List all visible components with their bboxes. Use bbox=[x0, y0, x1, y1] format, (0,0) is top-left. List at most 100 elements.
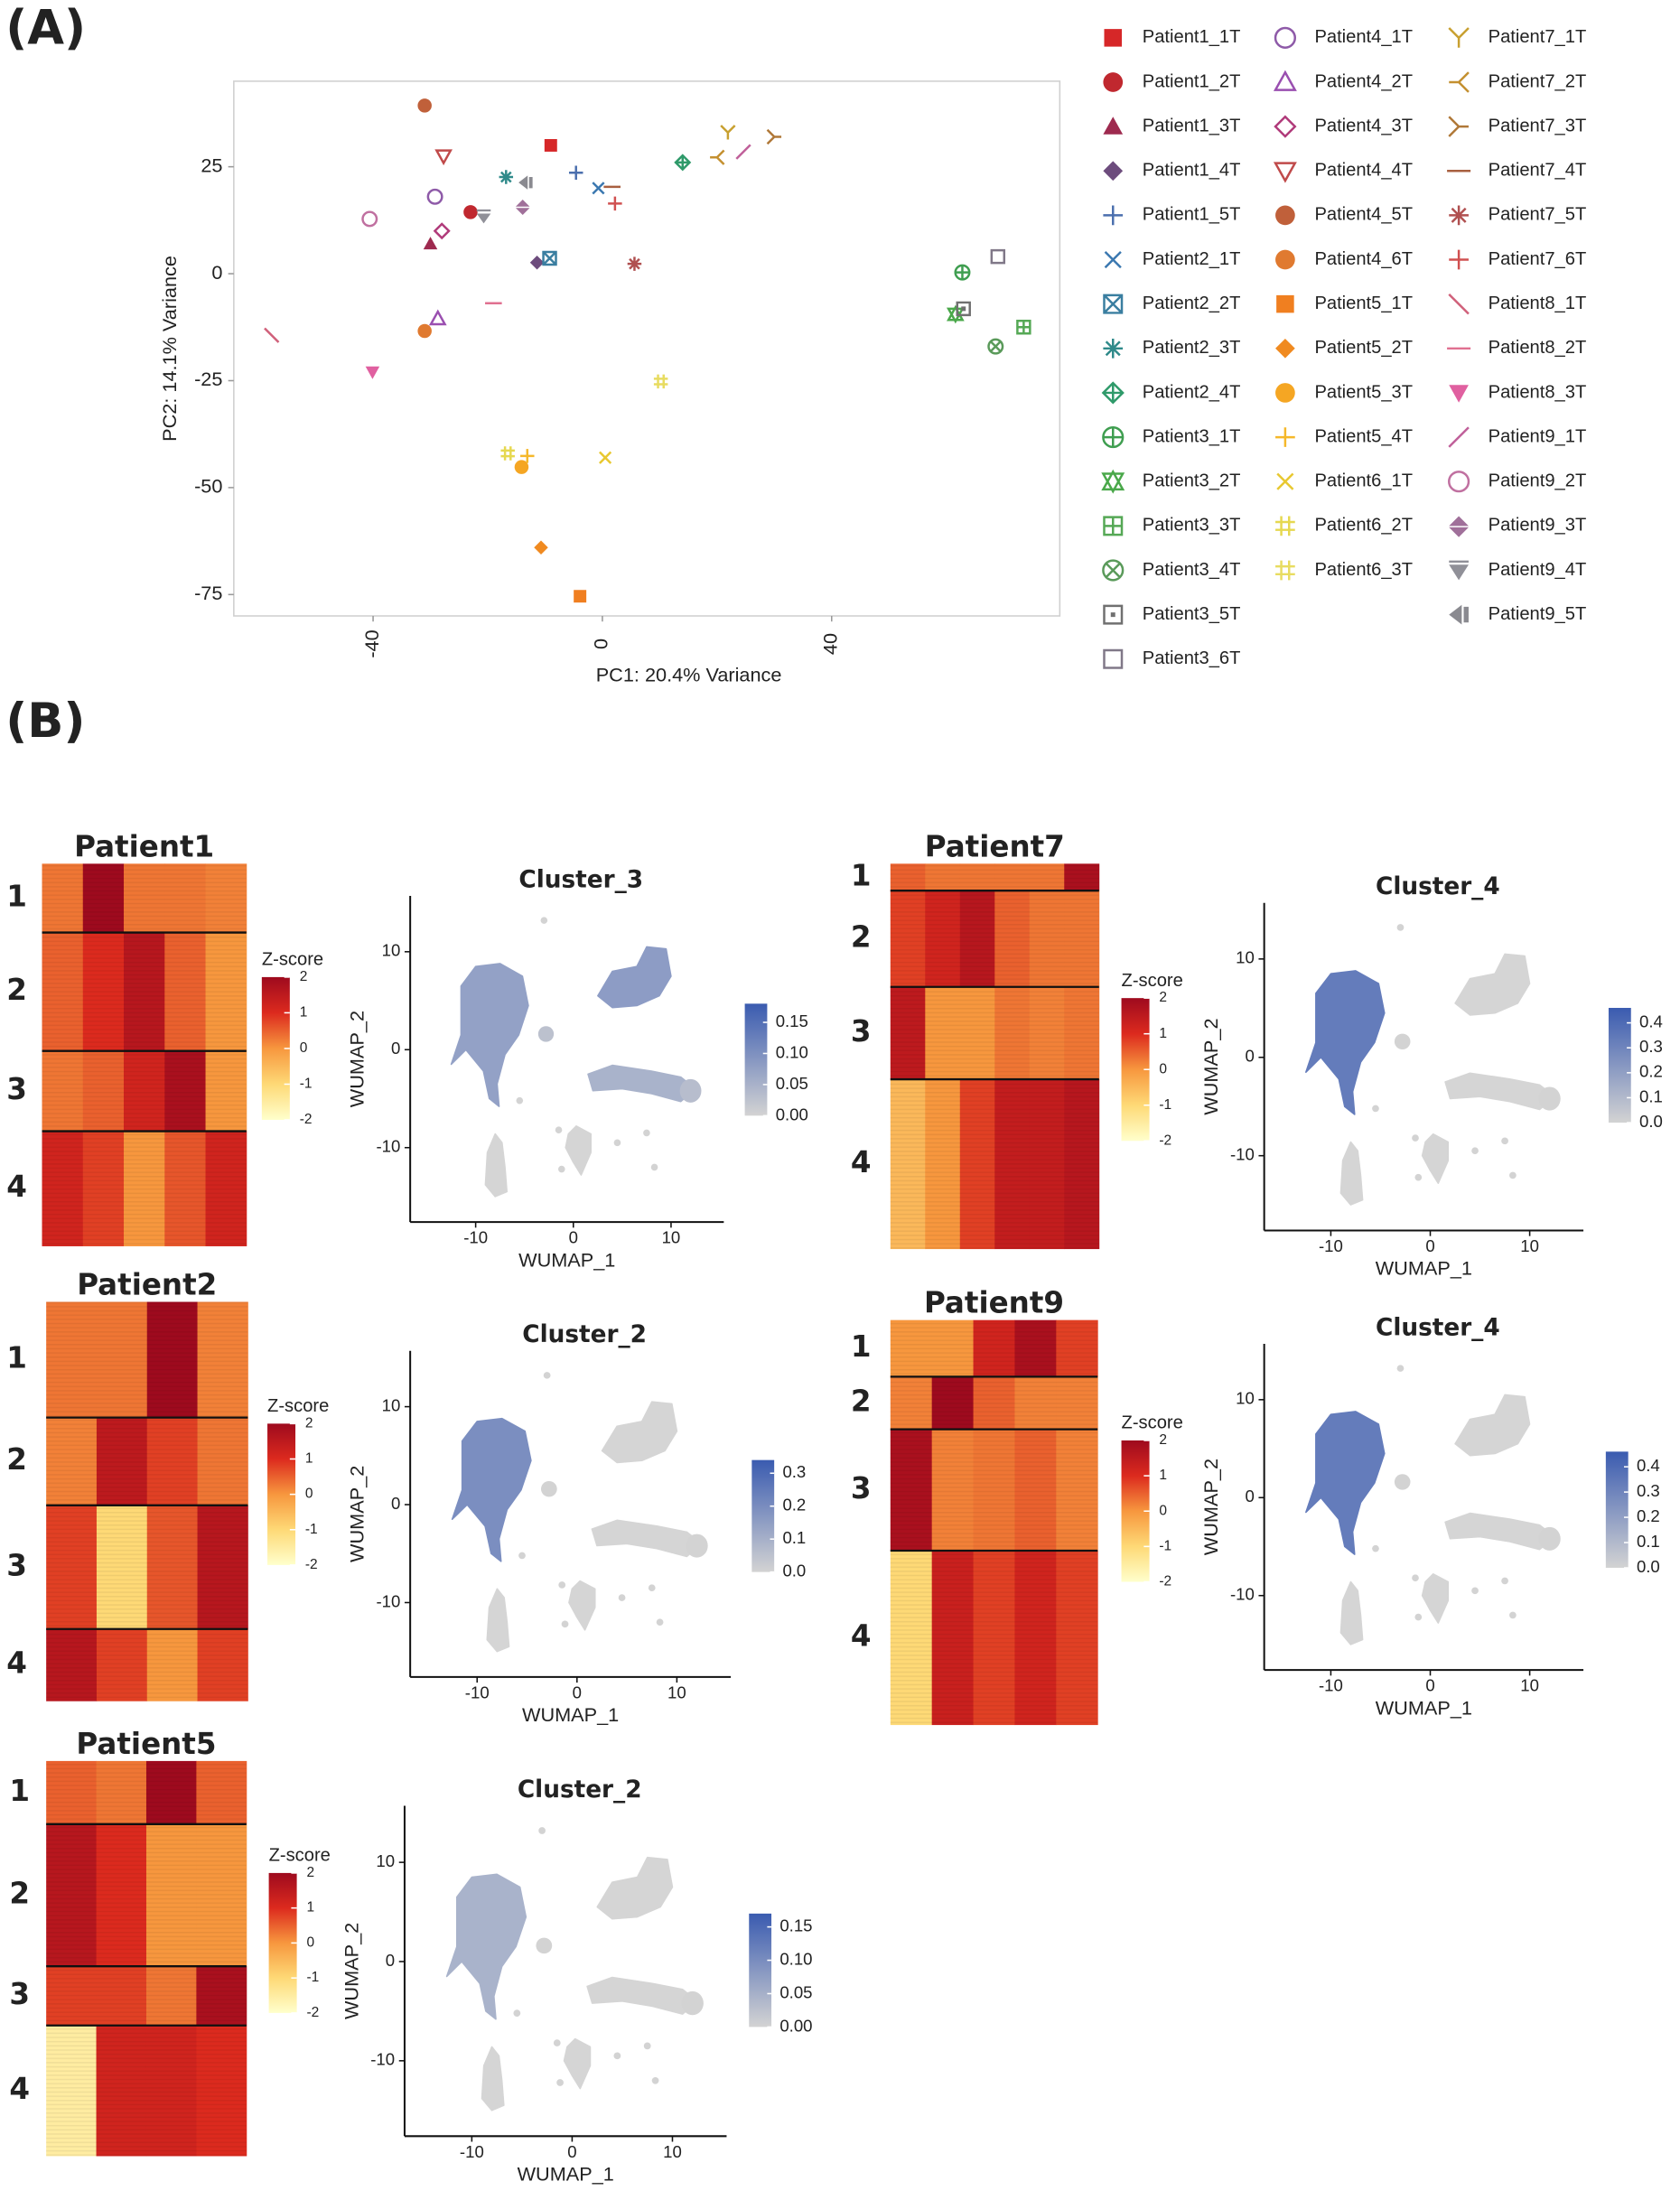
row-label: 4 bbox=[9, 2072, 30, 2106]
umap-title: Cluster_2 bbox=[518, 1776, 642, 1804]
x-axis-title: WUMAP_1 bbox=[518, 2162, 614, 2185]
legend-marker bbox=[1275, 338, 1295, 359]
cell-cluster bbox=[484, 1133, 509, 1198]
row-label: 1 bbox=[851, 1329, 872, 1364]
colorbar-tick-label: 0 bbox=[300, 1040, 308, 1056]
legend-label: Patient6_1T bbox=[1314, 471, 1413, 491]
marker bbox=[365, 366, 380, 379]
legend-marker bbox=[1104, 250, 1122, 269]
panel-label: (B) bbox=[5, 694, 85, 749]
colorbar-tick-label: 1 bbox=[1159, 1468, 1167, 1483]
legend-marker bbox=[1449, 385, 1469, 403]
cell-cluster bbox=[1414, 1173, 1423, 1181]
cell-cluster bbox=[587, 1064, 696, 1103]
cell-cluster bbox=[618, 1594, 626, 1601]
cell-cluster bbox=[1501, 1137, 1508, 1145]
marker bbox=[653, 374, 668, 389]
marker bbox=[568, 165, 583, 181]
legend-label: Patient3_5T bbox=[1143, 604, 1241, 624]
colorbar-tick-label: 0.00 bbox=[779, 2016, 812, 2035]
legend-marker bbox=[1448, 293, 1470, 315]
colorbar-tick-label: 0.15 bbox=[779, 1916, 812, 1935]
colorbar-tick-label: 1 bbox=[1159, 1026, 1167, 1041]
legend-marker bbox=[1449, 249, 1469, 270]
legend-label: Patient3_4T bbox=[1143, 560, 1241, 580]
legend-label: Patient2_2T bbox=[1143, 294, 1241, 313]
cell-cluster bbox=[1454, 953, 1531, 1016]
y-axis-title: WUMAP_2 bbox=[346, 1011, 369, 1107]
cell-cluster bbox=[445, 1873, 527, 2020]
colorbar-tick-label: 0.3 bbox=[1639, 1037, 1663, 1056]
legend-label: Patient1_3T bbox=[1143, 116, 1241, 135]
colorbar-tick-label: -2 bbox=[1159, 1574, 1171, 1589]
row-label: 2 bbox=[851, 1384, 872, 1418]
cell-cluster bbox=[1339, 1580, 1364, 1645]
marker bbox=[417, 98, 432, 113]
cell-cluster bbox=[681, 1990, 704, 2016]
cell-cluster bbox=[1538, 1526, 1561, 1551]
cell-cluster bbox=[1394, 1033, 1411, 1050]
x-axis-title: PC1: 20.4% Variance bbox=[596, 663, 782, 685]
row-label: 3 bbox=[6, 1548, 27, 1582]
legend-marker bbox=[1104, 29, 1123, 47]
colorbar-tick-label: 0.0 bbox=[1639, 1112, 1663, 1131]
x-tick-label: 0 bbox=[590, 639, 612, 649]
cell-cluster bbox=[656, 1618, 664, 1626]
legend-marker bbox=[1103, 294, 1124, 314]
legend-label: Patient3_1T bbox=[1143, 426, 1241, 446]
umap-title: Cluster_4 bbox=[1376, 873, 1500, 900]
cell-cluster bbox=[553, 2039, 561, 2046]
cell-cluster bbox=[540, 917, 548, 924]
legend-label: Patient2_4T bbox=[1143, 382, 1241, 402]
colorbar-tick-label: -1 bbox=[306, 1970, 319, 1985]
cell-cluster bbox=[1414, 1613, 1423, 1621]
legend-marker bbox=[1274, 115, 1297, 138]
cell-cluster bbox=[568, 1580, 596, 1631]
y-tick-label: -10 bbox=[1230, 1145, 1255, 1164]
texture bbox=[890, 1319, 1098, 1725]
legend-label: Patient8_3T bbox=[1489, 382, 1587, 402]
colorbar-tick-label: 2 bbox=[1159, 990, 1167, 1005]
y-tick-label: -10 bbox=[370, 2050, 395, 2069]
colorbar-tick-label: 0 bbox=[1159, 1503, 1167, 1518]
legend-label: Patient9_1T bbox=[1489, 426, 1587, 446]
colorbar-title: Z-score bbox=[267, 1396, 329, 1416]
cell-cluster bbox=[679, 1078, 702, 1103]
legend-label: Patient8_2T bbox=[1489, 338, 1587, 358]
colorbar-tick-label: -1 bbox=[300, 1077, 313, 1092]
y-tick-label: 0 bbox=[386, 1951, 395, 1970]
legend-label: Patient6_3T bbox=[1314, 560, 1413, 580]
row-label: 3 bbox=[6, 1072, 27, 1106]
legend-label: Patient7_1T bbox=[1489, 27, 1587, 47]
texture bbox=[42, 863, 247, 1246]
legend-marker bbox=[1275, 427, 1295, 447]
marker bbox=[264, 327, 280, 343]
cell-cluster bbox=[1372, 1544, 1379, 1552]
marker bbox=[710, 149, 725, 165]
legend-marker bbox=[1102, 426, 1125, 449]
row-label: 2 bbox=[9, 1877, 30, 1911]
marker bbox=[500, 446, 515, 461]
legend-label: Patient3_3T bbox=[1143, 516, 1241, 536]
marker bbox=[735, 144, 751, 160]
cell-cluster bbox=[1421, 1133, 1450, 1185]
legend-marker bbox=[1275, 383, 1295, 403]
colorbar bbox=[1605, 1451, 1629, 1569]
colorbar-tick-label: 1 bbox=[300, 1005, 308, 1021]
legend-marker bbox=[1275, 249, 1295, 270]
texture bbox=[890, 863, 1099, 1249]
legend-label: Patient4_2T bbox=[1314, 71, 1413, 91]
legend-label: Patient4_4T bbox=[1314, 161, 1413, 181]
cell-cluster bbox=[1305, 970, 1386, 1115]
cell-cluster bbox=[1305, 1411, 1386, 1555]
legend-marker bbox=[1448, 116, 1469, 137]
marker bbox=[423, 237, 438, 250]
row-label: 3 bbox=[851, 1014, 872, 1049]
y-axis-title: WUMAP_2 bbox=[340, 1923, 362, 2019]
legend-marker bbox=[1448, 426, 1470, 448]
cell-cluster bbox=[591, 1519, 703, 1558]
cell-cluster bbox=[1339, 1141, 1364, 1206]
cell-cluster bbox=[558, 1581, 566, 1589]
colorbar bbox=[744, 1003, 768, 1116]
cell-cluster bbox=[538, 1827, 546, 1834]
